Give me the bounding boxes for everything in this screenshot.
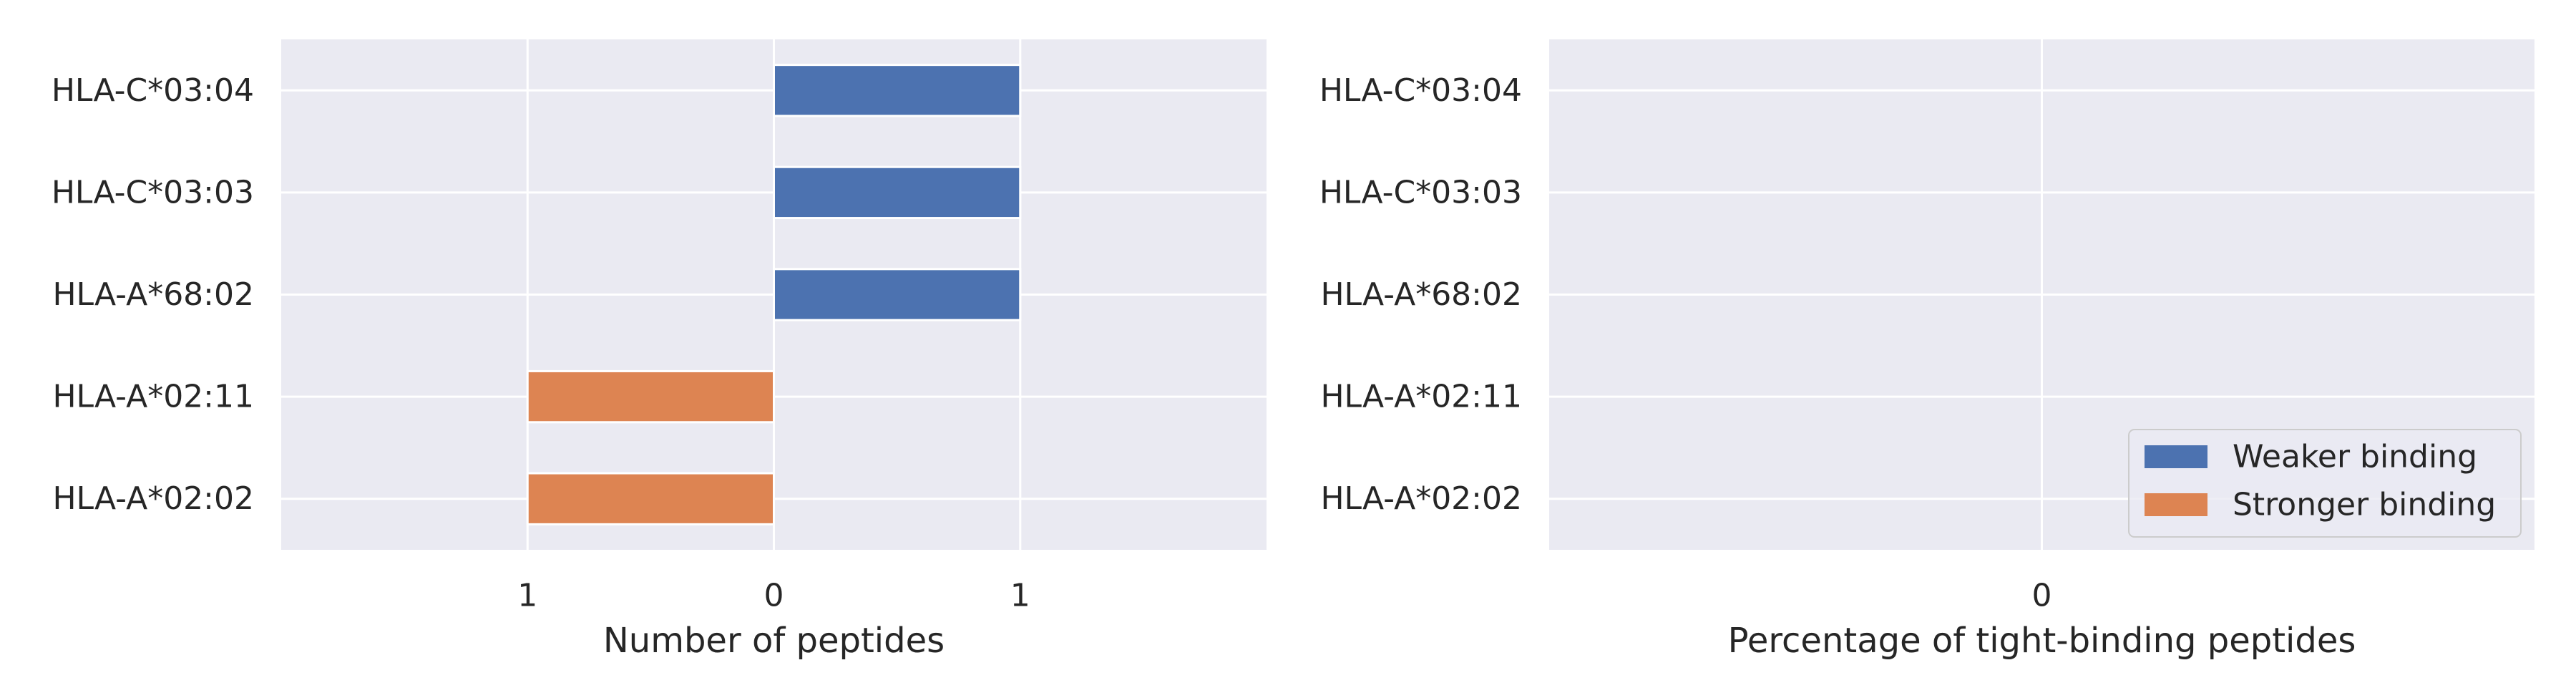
y-tick-label: HLA-A*02:11: [52, 379, 254, 415]
x-tick-label: 0: [2032, 578, 2052, 614]
x-axis-title: Percentage of tight-binding peptides: [1728, 621, 2356, 661]
y-tick-label: HLA-A*02:02: [1320, 480, 1522, 517]
right-chart-percentage-tight-binding: HLA-C*03:04 HLA-C*03:03 HLA-A*68:02 HLA-A*0…: [1319, 39, 2534, 661]
y-tick-label: HLA-C*03:04: [1319, 72, 1522, 109]
bar-weaker-binding-hla-a-68-02: [773, 268, 1022, 321]
legend-label-weaker-binding: Weaker binding: [2233, 439, 2477, 475]
x-tick-label: 1: [517, 578, 537, 614]
left-chart-number-of-peptides: HLA-C*03:04 HLA-C*03:03 HLA-A*68:02 HLA-A*0…: [52, 39, 1267, 661]
y-tick-label: HLA-A*02:02: [52, 480, 254, 517]
y-tick-label: HLA-A*02:11: [1320, 379, 1522, 415]
bar-weaker-binding-hla-c-03-03: [773, 165, 1022, 220]
legend-swatch-weaker-binding: [2145, 445, 2207, 468]
x-tick-label: 0: [764, 578, 784, 614]
y-tick-label: HLA-A*68:02: [1320, 276, 1522, 313]
legend-swatch-stronger-binding: [2145, 493, 2207, 516]
legend: Weaker binding Stronger binding: [2128, 429, 2522, 538]
x-axis-title: Number of peptides: [603, 621, 945, 661]
legend-label-stronger-binding: Stronger binding: [2233, 487, 2496, 523]
y-tick-label: HLA-A*68:02: [52, 276, 254, 313]
y-tick-label: HLA-C*03:03: [52, 174, 254, 210]
bar-stronger-binding-hla-a-02-11: [526, 369, 775, 424]
legend-box: [2128, 429, 2522, 538]
y-tick-label: HLA-C*03:04: [52, 72, 254, 109]
x-tick-label: 1: [1010, 578, 1030, 614]
bar-stronger-binding-hla-a-02-02: [526, 472, 775, 525]
y-tick-label: HLA-C*03:03: [1319, 174, 1522, 210]
bar-weaker-binding-hla-c-03-04: [773, 64, 1022, 117]
